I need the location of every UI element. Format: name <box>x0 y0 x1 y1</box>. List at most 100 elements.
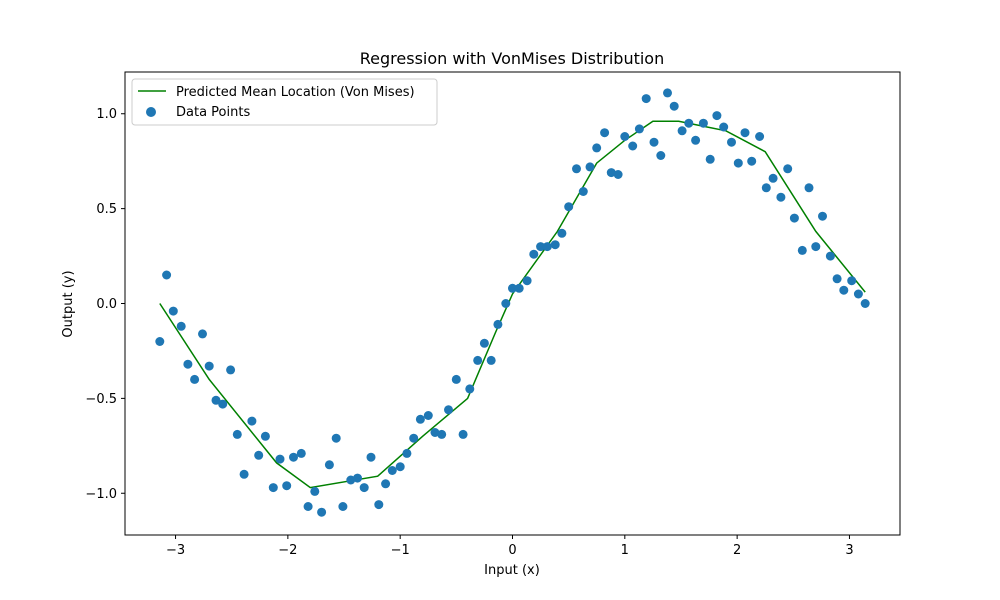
data-point <box>818 211 827 221</box>
data-point <box>162 270 172 280</box>
x-tick-label: 2 <box>733 543 741 558</box>
data-point <box>536 242 546 252</box>
data-point <box>847 276 857 286</box>
data-point <box>395 462 405 472</box>
y-tick-label: 0.0 <box>96 297 117 312</box>
data-point <box>542 242 552 252</box>
data-point <box>585 162 595 172</box>
data-point <box>493 319 503 329</box>
data-point <box>254 450 264 460</box>
data-point <box>634 124 644 134</box>
data-point <box>473 355 483 365</box>
data-point <box>402 448 412 458</box>
x-tick-label: 1 <box>621 543 629 558</box>
data-points-series <box>155 88 870 517</box>
data-point <box>529 249 539 259</box>
data-point <box>204 361 214 371</box>
data-point <box>727 137 736 147</box>
data-point <box>613 170 623 179</box>
data-point <box>486 355 496 365</box>
data-point <box>712 111 722 121</box>
chart-title: Regression with VonMises Distribution <box>360 49 664 68</box>
x-tick-label: −1 <box>391 543 410 558</box>
predicted-mean-line <box>159 120 866 489</box>
data-point <box>747 156 757 166</box>
data-point <box>789 213 799 223</box>
data-point <box>353 473 362 483</box>
y-tick-label: −0.5 <box>85 392 117 407</box>
legend-marker-swatch <box>146 107 156 117</box>
data-point <box>783 164 793 174</box>
x-tick-label: −2 <box>278 543 297 558</box>
data-point <box>669 101 679 111</box>
data-point <box>740 128 750 138</box>
data-point <box>211 395 221 405</box>
data-point <box>444 405 453 415</box>
data-point <box>409 433 419 443</box>
data-point <box>514 283 524 293</box>
data-point <box>550 240 560 250</box>
data-point <box>479 338 489 348</box>
data-point <box>415 414 425 424</box>
data-point <box>232 429 242 439</box>
legend-label-predicted-mean: Predicted Mean Location (Von Mises) <box>176 85 415 100</box>
data-point <box>691 135 701 145</box>
plot-area <box>155 88 870 517</box>
data-point <box>776 192 786 202</box>
data-point <box>317 507 327 517</box>
data-point <box>564 202 574 212</box>
data-point <box>761 183 771 193</box>
data-point <box>176 321 186 331</box>
data-point <box>501 299 511 308</box>
data-point <box>804 183 814 193</box>
data-point <box>303 502 313 511</box>
y-axis-label: Output (y) <box>61 270 76 337</box>
data-point <box>437 429 447 439</box>
data-point <box>155 337 165 346</box>
data-point <box>768 173 778 183</box>
data-point <box>684 118 694 128</box>
data-point <box>289 452 298 462</box>
data-point <box>677 126 687 136</box>
data-point <box>578 187 588 196</box>
data-point <box>268 483 278 493</box>
data-point <box>705 154 715 164</box>
data-point <box>282 481 292 491</box>
data-point <box>168 306 178 316</box>
y-tick-label: −1.0 <box>85 487 117 502</box>
predicted-mean-line-series <box>159 120 866 489</box>
data-point <box>198 329 207 339</box>
data-point <box>522 276 532 286</box>
data-point <box>260 431 270 441</box>
data-point <box>359 483 369 493</box>
data-point <box>719 122 729 132</box>
data-point <box>218 399 228 409</box>
x-tick-label: −3 <box>166 543 185 558</box>
data-point <box>183 359 193 369</box>
data-point <box>423 411 433 420</box>
data-point <box>839 285 849 295</box>
x-axis: −3 −2 −1 0 1 2 3 <box>166 535 854 558</box>
data-point <box>465 384 475 394</box>
legend-label-data-points: Data Points <box>176 105 250 120</box>
data-point <box>620 132 630 141</box>
data-point <box>296 448 306 458</box>
data-point <box>628 141 638 151</box>
data-point <box>832 274 842 284</box>
data-point <box>557 228 567 238</box>
data-point <box>641 94 651 104</box>
data-point <box>381 479 391 489</box>
data-point <box>508 283 517 293</box>
data-point <box>387 466 397 475</box>
data-point <box>239 469 249 479</box>
data-point <box>755 132 765 141</box>
data-point <box>797 245 807 255</box>
data-point <box>606 168 616 178</box>
data-point <box>331 433 341 443</box>
data-point <box>374 500 384 510</box>
data-point <box>811 242 821 252</box>
data-point <box>190 374 200 384</box>
data-point <box>366 452 376 462</box>
data-point <box>825 251 835 261</box>
